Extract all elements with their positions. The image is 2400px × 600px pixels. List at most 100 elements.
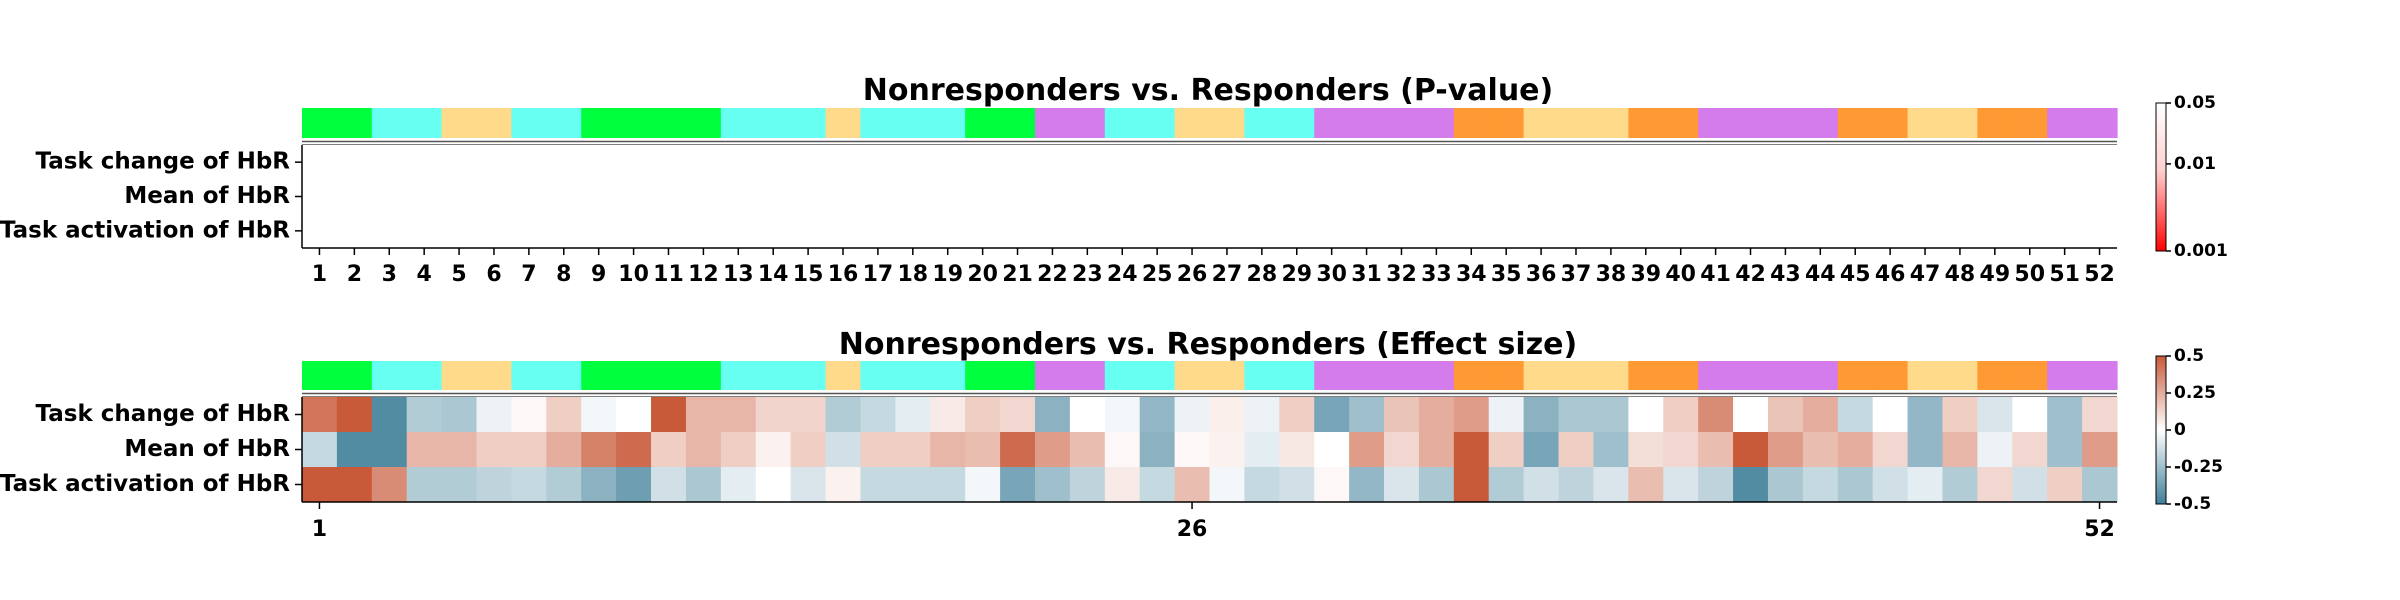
pvalue-cell	[1069, 213, 1106, 249]
pvalue-cell	[1593, 179, 1629, 215]
pvalue-cell	[1802, 213, 1839, 249]
pvalue-cell	[1907, 179, 1943, 215]
effect-size-colorbar-tick-label: -0.5	[2174, 494, 2211, 514]
pvalue-x-tick-label: 36	[1526, 262, 1557, 287]
pvalue-region-cell-13	[720, 108, 757, 138]
pvalue-cell	[1174, 145, 1210, 180]
pvalue-cell	[2047, 145, 2083, 180]
pvalue-cell	[1384, 179, 1420, 215]
pvalue-region-cell-51	[2047, 108, 2083, 138]
effect-size-cell	[2047, 467, 2083, 503]
pvalue-cell	[1069, 179, 1106, 215]
pvalue-cell	[441, 213, 478, 249]
effect-size-region-cell-34	[1453, 361, 1490, 390]
effect-size-cell	[825, 467, 861, 503]
pvalue-x-tick-label: 27	[1212, 262, 1243, 287]
pvalue-x-tick-label: 12	[688, 262, 719, 287]
effect-size-cell	[2082, 432, 2118, 468]
effect-size-cell	[1907, 397, 1943, 433]
pvalue-region-cell-45	[1837, 108, 1874, 138]
pvalue-cell	[1384, 213, 1420, 249]
effect-size-region-cell-38	[1593, 361, 1629, 390]
effect-size-cell	[1733, 432, 1769, 468]
pvalue-x-tick-label: 41	[1700, 262, 1731, 287]
pvalue-region-cell-18	[895, 108, 931, 138]
effect-size-region-cell-26	[1174, 361, 1211, 390]
pvalue-cell	[1488, 145, 1525, 180]
effect-size-cell	[1244, 397, 1280, 433]
pvalue-cell	[2012, 213, 2048, 249]
pvalue-x-tick-label: 37	[1561, 262, 1592, 287]
effect-size-cell	[1977, 467, 2013, 503]
effect-size-region-cell-43	[1767, 361, 1804, 390]
effect-size-cell	[336, 432, 373, 468]
effect-size-colorbar-tick-label: -0.25	[2174, 457, 2223, 477]
effect-size-region-cell-5	[441, 361, 478, 390]
pvalue-x-tick-label: 48	[1945, 262, 1976, 287]
effect-size-cell	[511, 467, 547, 503]
pvalue-region-cell-40	[1663, 108, 1699, 138]
effect-size-region-cell-22	[1034, 361, 1071, 390]
pvalue-cell	[1733, 145, 1769, 180]
effect-size-cell	[2047, 432, 2083, 468]
pvalue-cell	[1279, 179, 1315, 215]
effect-size-region-cell-14	[755, 361, 792, 390]
pvalue-region-cell-20	[965, 108, 1001, 138]
pvalue-region-cell-31	[1349, 108, 1385, 138]
effect-size-cell	[1628, 432, 1664, 468]
pvalue-cell	[511, 145, 547, 180]
pvalue-cell	[1279, 145, 1315, 180]
pvalue-x-tick-label: 45	[1840, 262, 1871, 287]
pvalue-region-cell-41	[1698, 108, 1734, 138]
pvalue-x-tick-label: 25	[1142, 262, 1173, 287]
pvalue-cell	[302, 145, 338, 180]
effect-size-cell	[616, 432, 652, 468]
pvalue-panel: Nonresponders vs. Responders (P-value) T…	[0, 73, 2228, 287]
pvalue-cell	[720, 145, 757, 180]
effect-size-region-cell-51	[2047, 361, 2083, 390]
effect-size-cell	[581, 432, 617, 468]
effect-size-region-cell-13	[720, 361, 757, 390]
effect-size-cell	[1698, 467, 1734, 503]
pvalue-region-cell-12	[685, 108, 722, 138]
effect-size-cell	[1698, 397, 1734, 433]
effect-size-cell	[1279, 397, 1315, 433]
pvalue-cell	[1733, 179, 1769, 215]
effect-size-chart-title: Nonresponders vs. Responders (Effect siz…	[839, 327, 1577, 362]
pvalue-colorbar-tick-label: 0.05	[2174, 93, 2216, 113]
pvalue-cell	[1663, 145, 1699, 180]
effect-size-cell	[930, 397, 966, 433]
pvalue-cell	[1802, 145, 1839, 180]
pvalue-cell	[651, 145, 687, 180]
pvalue-region-cell-36	[1523, 108, 1560, 138]
pvalue-x-tick-label: 44	[1805, 262, 1836, 287]
effect-size-cell	[1104, 467, 1141, 503]
effect-size-cell	[1453, 467, 1490, 503]
effect-size-cell	[790, 397, 827, 433]
pvalue-x-tick-label: 50	[2014, 262, 2045, 287]
pvalue-cell	[895, 179, 931, 215]
effect-size-cell	[860, 467, 896, 503]
effect-size-cell	[511, 432, 547, 468]
effect-size-cell	[1000, 397, 1036, 433]
pvalue-cell	[581, 145, 617, 180]
pvalue-cell	[1279, 213, 1315, 249]
pvalue-cell	[1418, 213, 1455, 249]
effect-size-cell	[1349, 397, 1385, 433]
pvalue-x-tick-label: 47	[1910, 262, 1941, 287]
effect-size-cell	[965, 397, 1001, 433]
pvalue-cell	[1349, 213, 1385, 249]
pvalue-region-cell-28	[1244, 108, 1280, 138]
effect-size-cell	[895, 467, 931, 503]
effect-size-colorbar: 0.5 0.25 0 -0.25 -0.5	[2155, 346, 2223, 514]
pvalue-cell	[1663, 213, 1699, 249]
pvalue-cell	[1174, 213, 1210, 249]
pvalue-region-cell-44	[1802, 108, 1839, 138]
effect-size-region-cell-44	[1802, 361, 1839, 390]
pvalue-region-cell-29	[1279, 108, 1315, 138]
effect-size-cell	[1418, 432, 1455, 468]
pvalue-cell	[1767, 145, 1804, 180]
effect-size-cell	[371, 467, 408, 503]
effect-size-cell	[860, 432, 896, 468]
pvalue-cell	[1767, 179, 1804, 215]
